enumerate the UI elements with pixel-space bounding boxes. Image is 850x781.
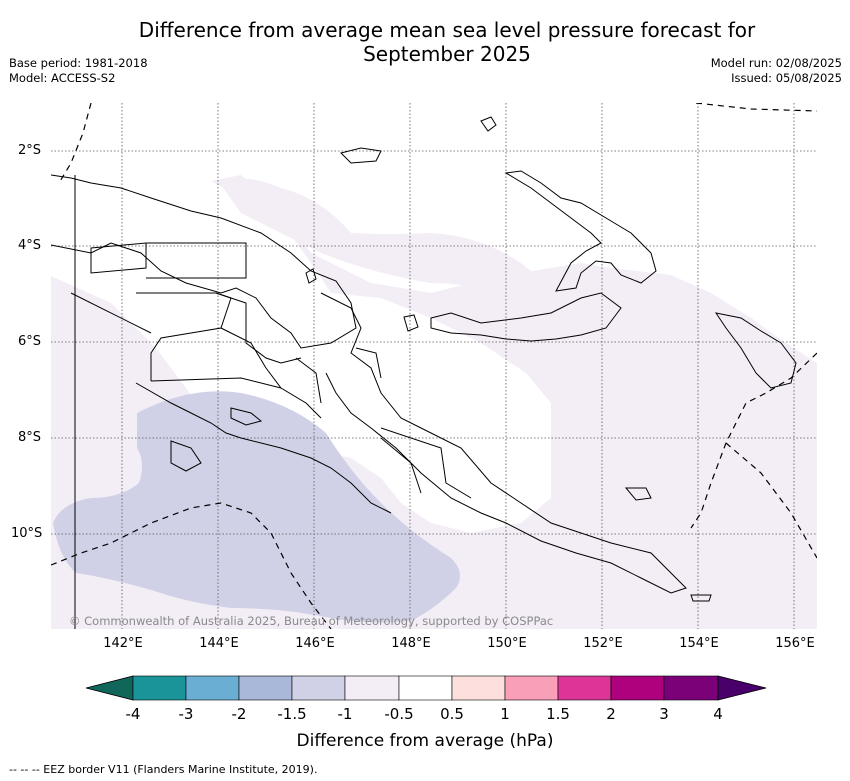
colorbar-bin-1 bbox=[132, 675, 187, 701]
issued-text: Issued: 05/08/2025 bbox=[731, 71, 842, 85]
run-info: Model run: 02/08/2025 Issued: 05/08/2025 bbox=[711, 56, 842, 86]
colorbar-bin-4 bbox=[291, 675, 346, 701]
lon-tick-152e: 152°E bbox=[583, 636, 623, 651]
eez-footnote: -- -- -- EEZ border V11 (Flanders Marine… bbox=[9, 763, 318, 776]
model-info: Base period: 1981-2018 Model: ACCESS-S2 bbox=[9, 56, 148, 86]
title-line-1: Difference from average mean sea level p… bbox=[138, 18, 756, 42]
colorbar-bin-8 bbox=[504, 675, 559, 701]
province-borders bbox=[70, 175, 472, 629]
lat-tick-2s: 2°S bbox=[18, 143, 42, 158]
lat-tick-4s: 4°S bbox=[18, 238, 42, 253]
coastlines bbox=[51, 116, 797, 602]
colorbar-tick-label: -0.5 bbox=[384, 705, 414, 723]
graticule bbox=[51, 103, 817, 629]
colorbar-tick-label: -1 bbox=[337, 705, 353, 723]
colorbar-tick-label: 4 bbox=[713, 705, 723, 723]
colorbar-bin-6 bbox=[398, 675, 453, 701]
colorbar bbox=[85, 675, 767, 701]
colorbar-bin-11 bbox=[663, 675, 719, 701]
colorbar-bin-2 bbox=[185, 675, 240, 701]
lon-tick-150e: 150°E bbox=[487, 636, 527, 651]
colorbar-bin-10 bbox=[610, 675, 665, 701]
colorbar-bin-7 bbox=[451, 675, 506, 701]
chart-title: Difference from average mean sea level p… bbox=[90, 18, 804, 66]
colorbar-tick-label: 0.5 bbox=[440, 705, 464, 723]
model-text: Model: ACCESS-S2 bbox=[9, 71, 116, 85]
eez-borders bbox=[51, 103, 817, 629]
colorbar-tick-label: -4 bbox=[125, 705, 141, 723]
colorbar-tick-label: -3 bbox=[178, 705, 194, 723]
lon-tick-148e: 148°E bbox=[391, 636, 431, 651]
colorbar-tick-label: 3 bbox=[659, 705, 669, 723]
colorbar-bin-5 bbox=[344, 675, 400, 701]
colorbar-bin-3 bbox=[238, 675, 293, 701]
lon-tick-142e: 142°E bbox=[103, 636, 143, 651]
lon-tick-156e: 156°E bbox=[775, 636, 815, 651]
title-line-2: September 2025 bbox=[363, 42, 531, 66]
lat-tick-8s: 8°S bbox=[18, 430, 42, 445]
base-period-text: Base period: 1981-2018 bbox=[9, 56, 148, 70]
colorbar-tick-label: 2 bbox=[606, 705, 616, 723]
colorbar-tick-label: -1.5 bbox=[277, 705, 307, 723]
lon-tick-154e: 154°E bbox=[679, 636, 719, 651]
anomaly-region-north-minus-0-5 bbox=[221, 178, 571, 303]
lat-tick-10s: 10°S bbox=[11, 526, 43, 541]
model-run-text: Model run: 02/08/2025 bbox=[710, 56, 842, 70]
colorbar-extend-low bbox=[85, 675, 134, 701]
lat-tick-6s: 6°S bbox=[18, 334, 42, 349]
lon-tick-146e: 146°E bbox=[295, 636, 335, 651]
pressure-anomaly-map bbox=[51, 103, 817, 629]
colorbar-tick-label: 1 bbox=[500, 705, 510, 723]
colorbar-title: Difference from average (hPa) bbox=[296, 731, 554, 751]
copyright-notice: © Commonwealth of Australia 2025, Bureau… bbox=[69, 614, 554, 628]
map-svg bbox=[51, 103, 817, 629]
anomaly-region-minus-1 bbox=[53, 391, 460, 623]
lon-tick-144e: 144°E bbox=[199, 636, 239, 651]
colorbar-tick-label: -2 bbox=[231, 705, 247, 723]
colorbar-tick-label: 1.5 bbox=[546, 705, 570, 723]
colorbar-extend-high bbox=[717, 675, 767, 701]
colorbar-bin-9 bbox=[557, 675, 612, 701]
